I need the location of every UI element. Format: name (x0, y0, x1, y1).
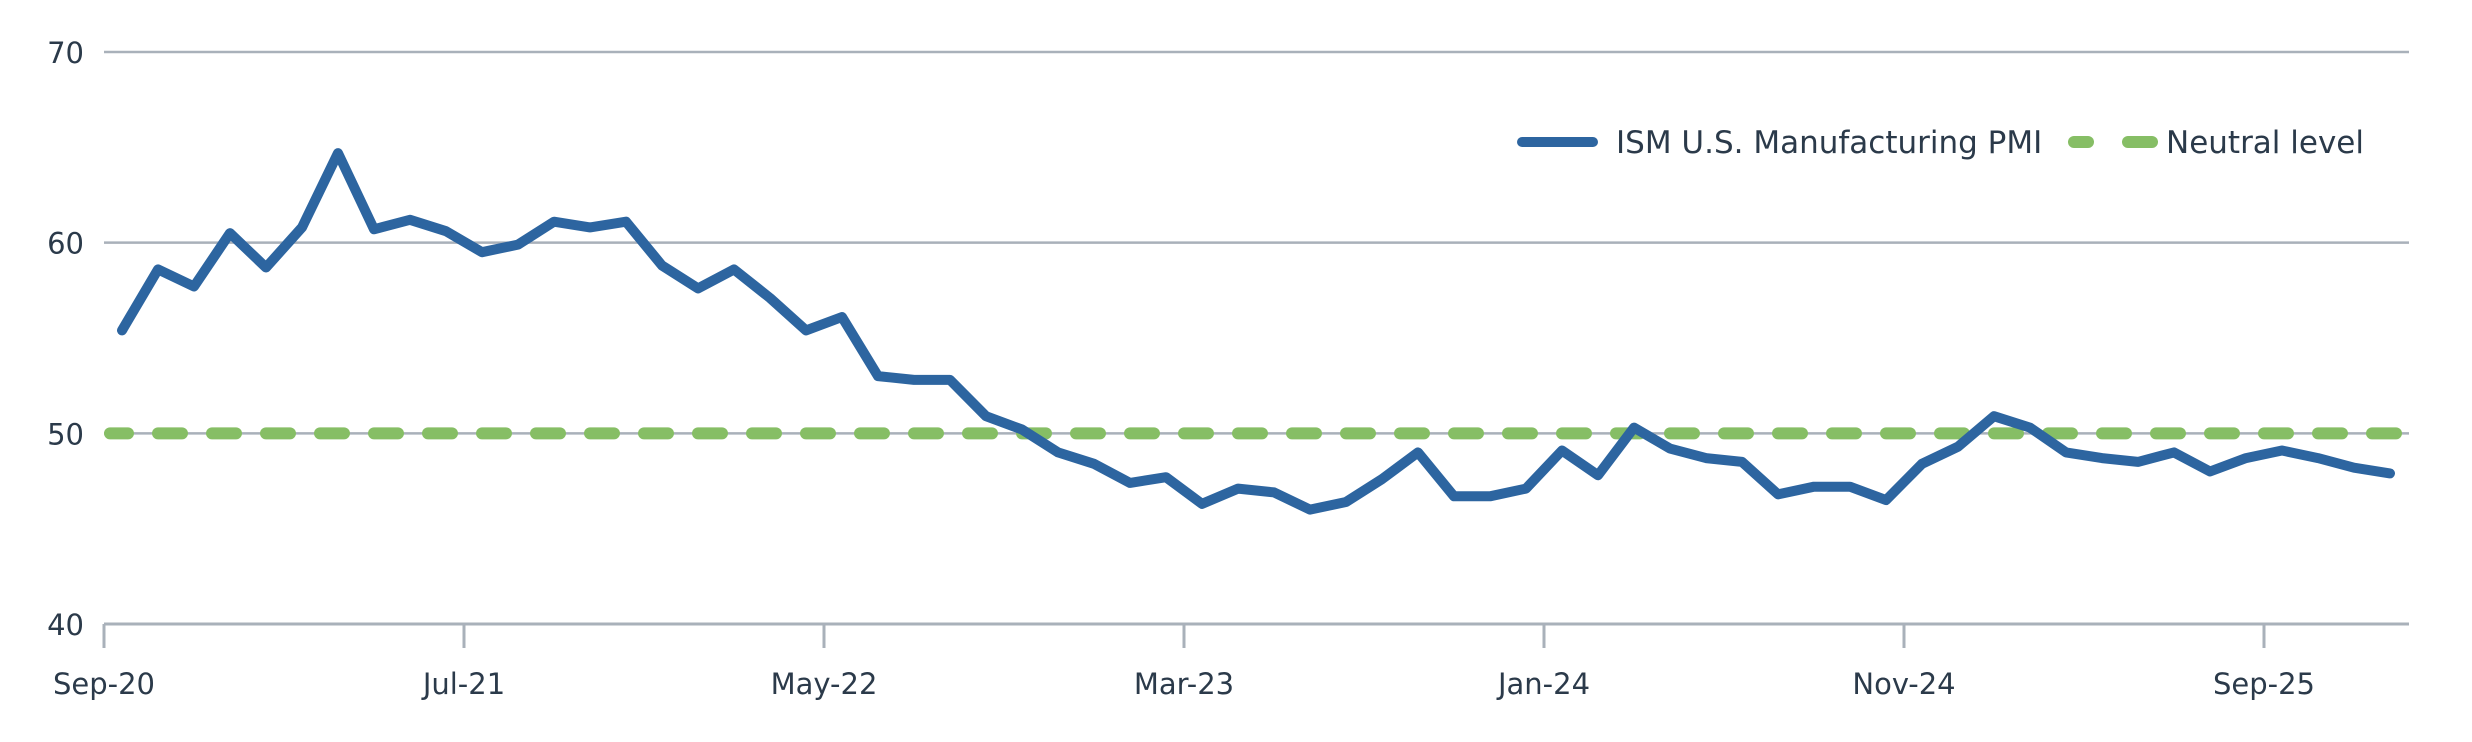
x-tick-label: Sep-25 (2213, 667, 2315, 701)
y-tick-label: 40 (47, 608, 84, 642)
x-tick-label: Sep-20 (53, 667, 155, 701)
legend-item-neutral: Neutral level (2068, 125, 2364, 161)
pmi-series-line (117, 148, 2395, 515)
x-axis-labels: Sep-20 Jul-21 May-22 Mar-23 Jan-24 Nov-24 Sep-… (53, 667, 2315, 701)
y-tick-label: 50 (47, 417, 84, 451)
x-tick-label: Mar-23 (1134, 667, 1234, 701)
y-tick-label: 60 (47, 227, 84, 261)
legend-item-pmi: ISM U.S. Manufacturing PMI (1517, 125, 2042, 161)
legend-pmi-label: ISM U.S. Manufacturing PMI (1616, 125, 2042, 161)
x-tick-label: Nov-24 (1852, 667, 1955, 701)
y-tick-label: 70 (47, 36, 84, 70)
x-axis (102, 622, 2409, 648)
y-gridlines (104, 50, 2409, 435)
legend: ISM U.S. Manufacturing PMI Neutral level (1517, 125, 2364, 161)
x-tick-label: Jan-24 (1496, 667, 1590, 701)
y-axis-labels: 40 50 60 70 (47, 36, 84, 642)
legend-neutral-label: Neutral level (2166, 125, 2364, 161)
x-tick-label: May-22 (771, 667, 878, 701)
x-tick-label: Jul-21 (421, 667, 505, 701)
pmi-polyline (117, 148, 2395, 515)
